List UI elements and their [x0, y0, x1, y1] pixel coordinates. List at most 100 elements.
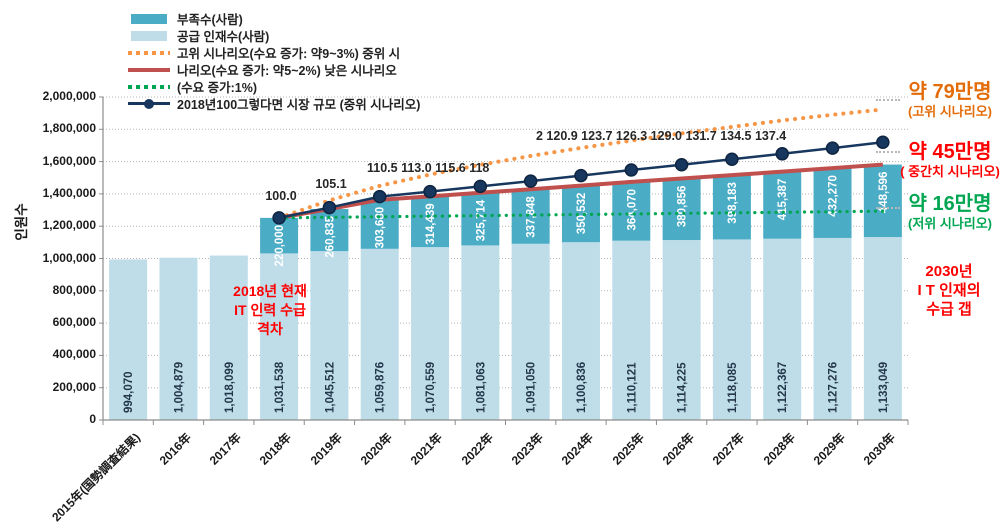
index-label-2019: 105.1: [315, 177, 347, 191]
shortage-bar-label: 260,835: [324, 215, 336, 257]
legend-label: 부족수(사람): [177, 13, 243, 27]
y-tick-label: 1,000,000: [42, 250, 96, 265]
legend-label: 2018년100그렇다면 시장 규모 (중위 시나리오): [177, 98, 421, 112]
index-line-marker: [674, 157, 689, 172]
supply-bar: [109, 259, 148, 420]
supply-bar-label: 1,018,099: [224, 362, 236, 413]
supply-bar-label: 1,110,121: [626, 362, 638, 413]
legend-swatch: [128, 84, 170, 89]
annotation-high-value: 약 79만명: [908, 81, 992, 103]
shortage-bar: [561, 185, 600, 243]
shortage-bar: [662, 178, 701, 241]
legend-swatch: [128, 98, 170, 109]
supply-bar: [461, 245, 500, 420]
legend-swatch: [128, 13, 170, 24]
legend-item-2: 고위 시나리오(수요 증가: 약9~3%) 중위 시: [128, 44, 420, 61]
legend-label: 고위 시나리오(수요 증가: 약9~3%) 중위 시: [177, 47, 401, 61]
y-tick-label: 1,200,000: [42, 218, 96, 233]
supply-bar: [260, 253, 299, 420]
annotation-mid-caption: ( 중간치 시나리오): [900, 164, 1000, 179]
supply-bar: [360, 248, 399, 420]
shortage-bar-label: 314,439: [425, 203, 437, 245]
high-scenario-line: [277, 107, 885, 220]
y-tick-label: 1,400,000: [42, 185, 96, 200]
shortage-bar: [411, 196, 450, 248]
annotation-2030-gap-line1: 2030년: [925, 263, 973, 280]
supply-bar-label: 1,070,559: [425, 362, 437, 413]
legend-swatch: [128, 50, 170, 55]
index-line-marker: [372, 189, 387, 204]
legend-item-3: 나리오(수요 증가: 약5~2%) 낮은 시나리오: [128, 61, 420, 78]
shortage-bar-label: 398,183: [727, 182, 739, 224]
low-scenario-line: [277, 209, 885, 220]
supply-bar-label: 1,045,512: [324, 362, 336, 413]
shortage-bar-label: 364,070: [626, 189, 638, 231]
annotation-2030-gap: 2030년 I T 인재의 수급 갭: [891, 262, 1007, 319]
shortage-bar: [813, 168, 852, 238]
shortage-bar-label: 325,714: [475, 199, 487, 241]
supply-bar-label: 994,070: [123, 371, 135, 413]
annotation-2018-gap-line1: 2018년 현재: [233, 283, 307, 299]
y-tick-label: 1,800,000: [42, 121, 96, 136]
shortage-bar: [461, 192, 500, 246]
supply-bar-label: 1,004,879: [173, 362, 185, 413]
legend-swatch: [128, 67, 170, 72]
index-line-marker: [775, 147, 789, 161]
supply-bar-label: 1,031,538: [274, 361, 286, 413]
annotation-2030-gap-line3: 수급 갭: [926, 301, 972, 318]
annotation-high-scenario: 약 79만명 (고위 시나리오): [893, 81, 1007, 120]
index-line-marker: [574, 168, 588, 183]
annotation-2018-gap: 2018년 현재 IT 인력 수급 격차: [233, 282, 307, 339]
shortage-bar: [612, 181, 651, 241]
legend-item-1: 공급 인재수(사람): [128, 27, 420, 44]
index-line-marker: [523, 174, 538, 188]
shortage-bar-label: 432,270: [828, 175, 840, 217]
y-tick-label: 1,600,000: [42, 153, 96, 168]
supply-bar-label: 1,127,276: [828, 362, 840, 413]
annotation-high-caption: (고위 시나리오): [907, 104, 993, 119]
annotation-low-scenario: 약 16만명 (저위 시나리오): [893, 193, 1007, 232]
index-label-2018: 100.0: [265, 189, 297, 203]
supply-bar-label: 1,081,063: [475, 362, 487, 413]
y-tick-label: 0: [89, 412, 96, 426]
supply-bar-label: 1,059,876: [375, 362, 387, 413]
legend-item-4: (수요 증가:1%): [128, 78, 420, 95]
index-line-marker: [322, 200, 337, 215]
legend-label: (수요 증가:1%): [177, 81, 258, 95]
y-tick-label: 200,000: [52, 379, 96, 394]
shortage-bar: [511, 189, 550, 244]
shortage-bar-label: 337,848: [526, 196, 538, 238]
y-tick-label: 2,000,000: [42, 89, 96, 103]
supply-bar: [411, 247, 450, 420]
index-labels-2023-2030: 2 120.9 123.7 126.3 129.0 131.7 134.5 13…: [536, 129, 787, 143]
index-line-marker: [423, 184, 437, 199]
shortage-bar-label: 350,532: [576, 193, 588, 235]
supply-bar: [712, 239, 751, 420]
index-labels-2020-2022: 110.5 113.0 115.6 118: [367, 161, 490, 175]
index-line-marker: [825, 141, 840, 155]
leader-line-high: [876, 99, 900, 101]
shortage-bar: [360, 199, 399, 249]
y-tick-label: 400,000: [52, 347, 96, 362]
supply-bar: [863, 237, 902, 420]
leader-line-low: [876, 207, 900, 209]
shortage-bar: [712, 175, 751, 240]
annotation-mid-scenario: 약 45만명 ( 중간치 시나리오): [893, 141, 1007, 180]
supply-bar-label: 1,114,225: [677, 362, 689, 413]
y-tick-label: 800,000: [52, 282, 96, 297]
index-line-marker: [272, 211, 286, 225]
annotation-2018-gap-line3: 격차: [257, 321, 283, 337]
supply-bar: [813, 237, 852, 420]
y-tick-label: 600,000: [52, 315, 96, 330]
annotation-2018-gap-line2: IT 인력 수급: [234, 302, 306, 318]
supply-bar: [612, 240, 651, 420]
supply-bar: [209, 255, 248, 420]
supply-bar-label: 1,100,836: [576, 362, 588, 413]
legend: 부족수(사람) 공급 인재수(사람) 고위 시나리오(수요 증가: 약9~3%) 중…: [128, 10, 420, 112]
supply-bar: [763, 238, 802, 420]
supply-bar: [511, 243, 550, 420]
shortage-bar: [863, 164, 902, 238]
legend-label: 나리오(수요 증가: 약5~2%) 낮은 시나리오: [177, 64, 397, 78]
